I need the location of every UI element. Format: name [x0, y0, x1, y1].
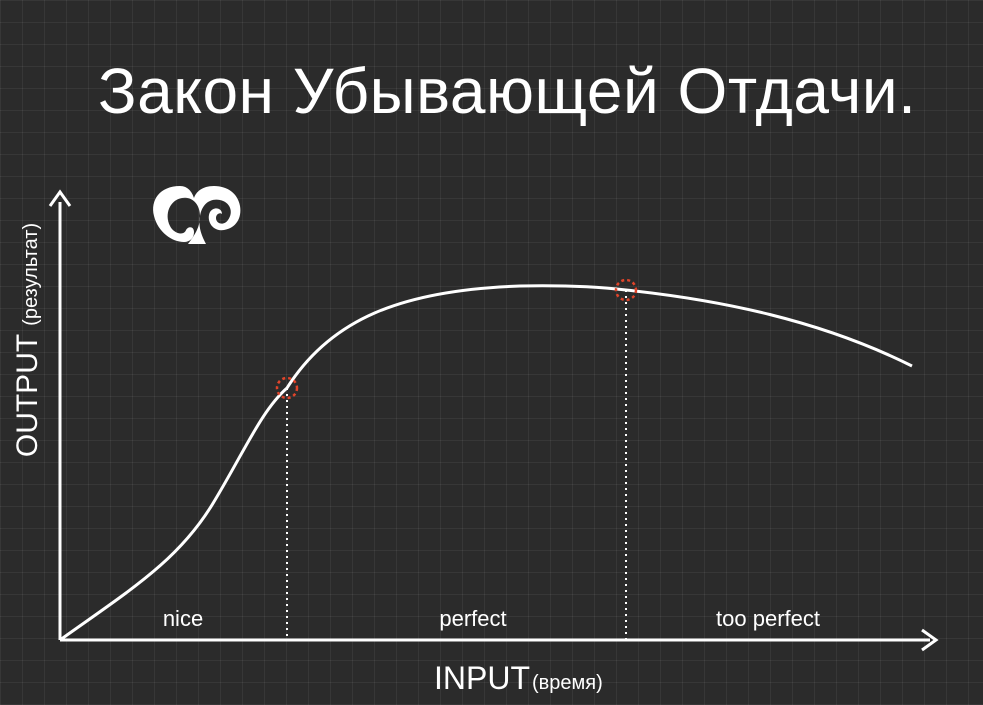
x-axis-label: INPUT (время) [434, 660, 603, 697]
x-axis-label-sub: (время) [532, 672, 603, 694]
output-curve [59, 284, 913, 642]
x-axis-label-main: INPUT [434, 660, 530, 696]
zone-label-perfect: perfect [439, 606, 507, 631]
y-axis-label-main: OUTPUT [11, 333, 44, 458]
y-axis-arrow-icon [48, 189, 72, 207]
logo-icon [153, 186, 241, 244]
y-axis-label: OUTPUT (результат) [11, 223, 45, 457]
inflection-marker [275, 376, 299, 400]
y-axis-label-sub: (результат) [20, 222, 42, 326]
zone-label-too-perfect: too perfect [716, 606, 820, 631]
zone-label-nice: nice [162, 606, 204, 631]
peak-marker [614, 278, 638, 302]
x-axis-arrow-icon [921, 628, 939, 652]
diagram-title: Закон Убывающей Отдачи. [98, 55, 917, 127]
